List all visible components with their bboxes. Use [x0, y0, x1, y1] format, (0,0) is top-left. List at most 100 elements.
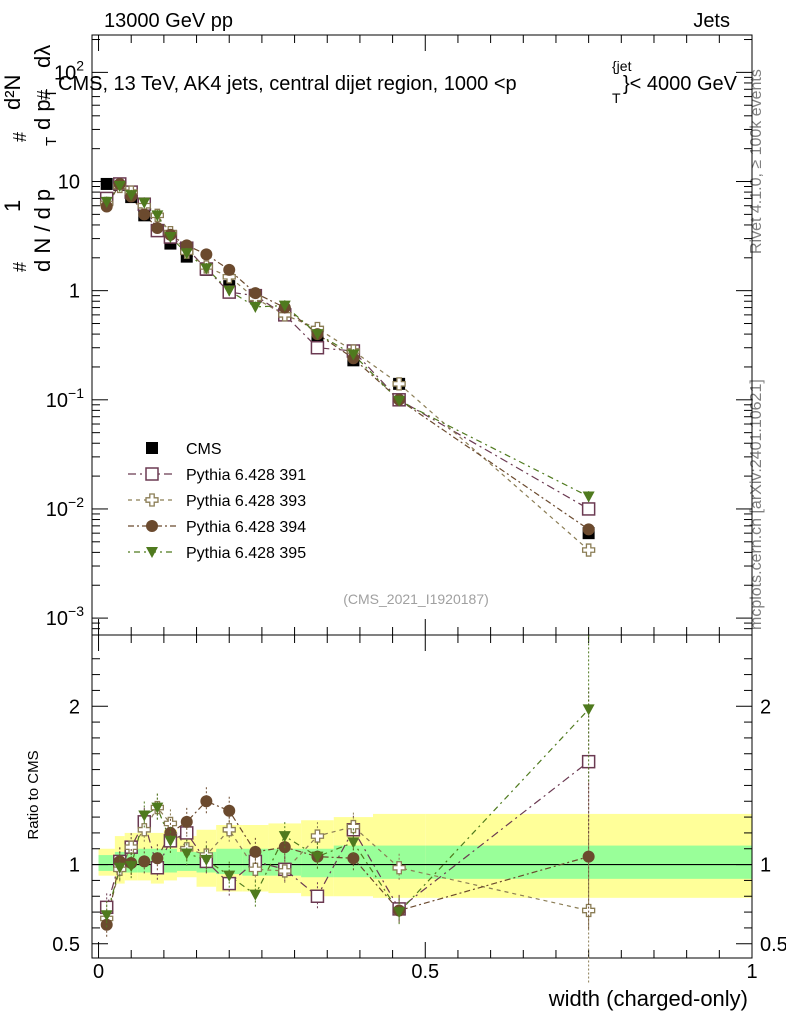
lower-point-p395-11 [311, 851, 324, 863]
upper-point-p395-0 [100, 196, 113, 208]
upper-point-p395-4 [151, 210, 164, 222]
legend-label-p391: Pythia 6.428 391 [186, 467, 306, 484]
upper-point-p394-9 [249, 287, 262, 300]
lower-point-p393-13 [392, 861, 406, 875]
analysis-watermark: (CMS_2021_I1920187) [343, 591, 489, 607]
upper-point-p395-5 [164, 232, 177, 244]
main-title-sub: T [612, 90, 621, 106]
legend-label-p393: Pythia 6.428 393 [186, 493, 306, 510]
legend-marker-p393 [145, 493, 159, 507]
lower-point-p395-7 [200, 854, 213, 866]
series-markers [99, 177, 596, 985]
upper-ytick-label-2: 10−1 [46, 385, 84, 412]
legend-label-p395: Pythia 6.428 395 [186, 545, 306, 562]
upper-point-p395-8 [223, 285, 236, 297]
lower-point-p395-6 [180, 848, 193, 860]
lower-point-p395-3 [138, 810, 151, 822]
upper-point-p395-13 [393, 395, 406, 407]
main-title-tail: }< 4000 GeV [623, 73, 738, 95]
main-title-text: CMS, 13 TeV, AK4 jets, central dijet reg… [58, 73, 517, 95]
main-title-sup: {jet [612, 58, 632, 74]
lower-point-p395-14 [582, 704, 595, 716]
lower-point-p394-12 [347, 852, 360, 865]
lower-point-p394-14 [582, 850, 595, 863]
ratio-ylabel: Ratio to CMS [25, 750, 42, 839]
upper-point-p391-11 [310, 340, 325, 355]
lower-point-p395-12 [347, 837, 360, 849]
lower-point-p395-10 [278, 831, 291, 843]
band-green-5 [163, 848, 177, 873]
upper-point-p395-3 [138, 197, 151, 209]
x-axis-label: width (charged-only) [548, 986, 748, 1011]
lower-point-p395-2 [125, 861, 138, 873]
upper-point-p391-14 [581, 502, 596, 516]
upper-point-p394-7 [200, 248, 213, 261]
lower-point-p395-1 [113, 862, 126, 874]
band-green-0 [98, 855, 115, 871]
legend-marker-p394 [146, 520, 158, 532]
upper-point-p395-10 [278, 300, 291, 312]
lower-point-p395-5 [164, 835, 177, 847]
lower-point-p395-9 [249, 889, 262, 901]
lower-point-p394-0 [100, 918, 113, 931]
lower-point-p393-8 [222, 823, 236, 837]
upper-ytick-label-1: 10−2 [46, 494, 84, 521]
xtick-label-2: 1 [746, 961, 757, 983]
lower-point-p395-8 [223, 870, 236, 882]
lower-line-p391 [106, 761, 590, 910]
upper-point-p395-1 [113, 180, 126, 192]
upper-point-p393-14 [581, 543, 596, 557]
ylabel-hash2: # [10, 132, 30, 142]
ylabel-hash1: # [10, 262, 30, 272]
ylabel-dl: dλ [30, 45, 55, 68]
lower-point-p393-9 [248, 862, 263, 876]
lower-point-p393-14 [581, 903, 596, 918]
upper-ytick-label-3: 1 [69, 281, 80, 303]
lower-ytick-label-right-2: 2 [760, 696, 771, 718]
lower-point-p393-2 [124, 840, 138, 854]
legend-marker-p391 [145, 467, 159, 481]
main-title: CMS, 13 TeV, AK4 jets, central dijet reg… [58, 73, 517, 95]
lower-ytick-label-right-1: 1 [760, 855, 771, 877]
series-lines [106, 182, 590, 925]
upper-point-p395-12 [347, 349, 360, 361]
upper-ytick-label-4: 10 [58, 172, 80, 194]
legend-marker-cms [146, 442, 158, 454]
lower-point-p391-14 [581, 754, 596, 769]
lower-line-p395 [106, 709, 590, 916]
upper-point-p395-14 [582, 491, 595, 503]
lower-point-p393-10 [278, 864, 292, 878]
upper-ytick-label-0: 10−3 [46, 603, 84, 630]
lower-ytick-label-left-1: 1 [69, 855, 80, 877]
lower-point-p393-12 [346, 819, 361, 834]
lower-frame [91, 634, 753, 959]
ylabel-den-sub: T [43, 137, 60, 146]
lower-point-p394-7 [200, 795, 213, 808]
ylabel-num: d²N [0, 75, 25, 110]
lower-point-p394-9 [249, 845, 262, 858]
lower-point-p394-6 [180, 815, 193, 828]
xtick-label-1: 0.5 [411, 961, 439, 983]
upper-point-p395-2 [125, 190, 138, 202]
lower-ytick-label-right-0: 0.5 [760, 934, 786, 956]
upper-line-p395 [106, 185, 589, 498]
lower-ytick-label-left-0: 0.5 [52, 934, 80, 956]
lower-ytick-label-left-2: 2 [69, 696, 80, 718]
lower-point-p394-3 [138, 855, 151, 868]
ylabel-den: d N / d p [30, 189, 55, 272]
upper-point-p395-9 [249, 301, 262, 313]
upper-point-p394-14 [582, 523, 595, 536]
plot-frames [91, 34, 753, 959]
ylabel-num2: d p [30, 99, 55, 130]
ylabel-one: 1 [0, 200, 25, 212]
upper-point-p395-7 [200, 263, 213, 275]
upper-ylabel: # 1 d N / d p T # d²N d p T # dλ [0, 45, 60, 272]
lower-point-p391-11 [310, 889, 325, 903]
header-right-label: Jets [693, 10, 730, 32]
legend-label-cms: CMS [186, 441, 222, 458]
upper-point-p393-13 [392, 377, 406, 391]
upper-point-p394-3 [138, 208, 151, 221]
upper-point-cms-0 [100, 177, 113, 190]
